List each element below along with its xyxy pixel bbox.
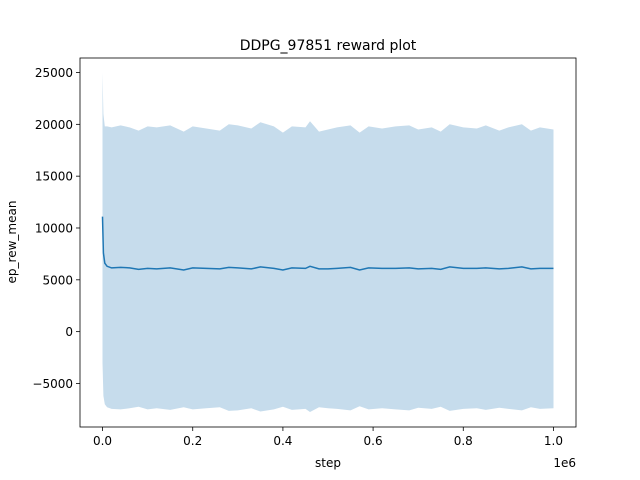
y-axis-label: ep_rew_mean bbox=[5, 201, 19, 284]
y-tick-label: 5000 bbox=[42, 273, 73, 287]
x-tick-label: 0.6 bbox=[364, 434, 383, 448]
y-tick-label: 10000 bbox=[35, 221, 73, 235]
x-tick-label: 1.0 bbox=[544, 434, 563, 448]
x-tick-label: 0.4 bbox=[273, 434, 292, 448]
y-tick-label: −5000 bbox=[32, 377, 73, 391]
x-axis-ticks: 0.0 0.2 0.4 0.6 0.8 1.0 bbox=[93, 427, 563, 448]
x-tick-label: 0.2 bbox=[183, 434, 202, 448]
x-tick-label: 0.8 bbox=[454, 434, 473, 448]
std-band-area bbox=[102, 72, 554, 412]
x-axis-offset-label: 1e6 bbox=[553, 456, 576, 470]
mean-reward-line bbox=[101, 216, 554, 271]
y-tick-label: 20000 bbox=[35, 118, 73, 132]
chart-title: DDPG_97851 reward plot bbox=[240, 38, 417, 54]
x-axis-label: step bbox=[315, 456, 341, 470]
y-tick-label: 15000 bbox=[35, 170, 73, 184]
axes-frame bbox=[79, 57, 577, 428]
y-axis-ticks: −5000 0 5000 10000 15000 20000 25000 bbox=[32, 66, 80, 391]
y-tick-label: 0 bbox=[65, 325, 73, 339]
y-tick-label: 25000 bbox=[35, 66, 73, 80]
x-tick-label: 0.0 bbox=[93, 434, 112, 448]
